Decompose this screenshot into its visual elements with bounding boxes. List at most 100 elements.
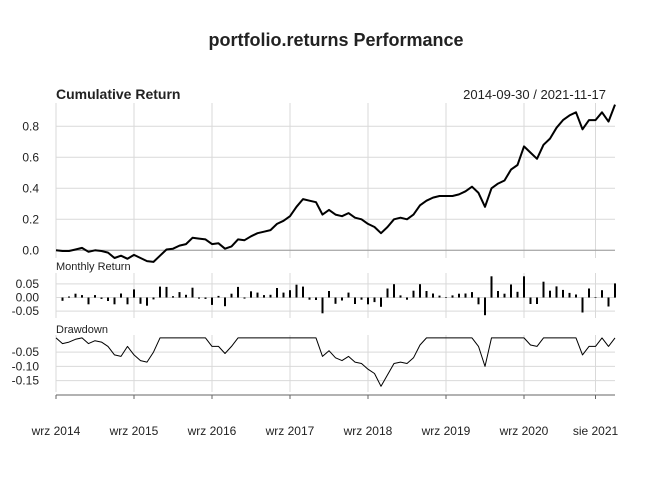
monthly-return-bar	[198, 297, 200, 299]
monthly-return-bar	[380, 297, 382, 307]
monthly-return-bar	[484, 297, 486, 316]
monthly-return-bar	[542, 281, 545, 298]
monthly-return-bar	[289, 290, 291, 298]
monthly-return-bar	[178, 292, 181, 298]
monthly-return-bar	[614, 283, 616, 298]
monthly-return-bar	[87, 297, 90, 305]
x-tick-label: sie 2021	[573, 424, 619, 438]
monthly-return-bar	[81, 295, 83, 298]
x-tick-label: wrz 2017	[265, 424, 315, 438]
monthly-return-bar	[601, 290, 603, 298]
monthly-return-bar	[581, 297, 584, 313]
monthly-return-bar	[61, 297, 64, 301]
grid-layer	[55, 103, 615, 392]
x-axis: wrz 2014 wrz 2015 wrz 2016 wrz 2017 wrz 2018…	[31, 394, 619, 438]
monthly-return-bar	[607, 297, 610, 307]
monthly-return-bar	[562, 289, 564, 298]
monthly-return-bar	[315, 297, 317, 300]
y-tick-label: -0.15	[12, 374, 40, 388]
monthly-return-bar	[367, 297, 369, 305]
y-tick-label: 0.0	[22, 243, 39, 257]
monthly-return-bar	[412, 290, 415, 298]
monthly-return-bar	[360, 297, 363, 300]
monthly-return-bar	[347, 292, 350, 298]
chart-title: portfolio.returns Performance	[208, 30, 463, 50]
monthly-return-bar	[256, 292, 259, 298]
panel-title-cumulative-return: Cumulative Return	[56, 86, 180, 102]
panel-title-monthly-return: Monthly Return	[56, 261, 131, 273]
monthly-return-bar	[68, 296, 70, 298]
monthly-return-bar	[425, 291, 428, 298]
x-tick-label: wrz 2018	[343, 424, 393, 438]
panel-title-drawdown: Drawdown	[56, 324, 108, 336]
monthly-return-bar	[458, 293, 460, 298]
monthly-return-bar	[328, 291, 330, 298]
monthly-return-bar	[120, 293, 122, 298]
monthly-return-bar	[529, 297, 532, 304]
monthly-return-bar	[438, 295, 441, 298]
monthly-return-bar	[516, 291, 519, 298]
monthly-return-bar	[113, 297, 116, 305]
monthly-return-bar	[588, 288, 590, 298]
monthly-return-bar	[471, 292, 473, 298]
y-tick-label: 0.2	[22, 212, 39, 226]
monthly-return-bar	[211, 297, 213, 305]
monthly-return-bar	[172, 296, 174, 298]
y-tick-label: 0.00	[16, 291, 40, 305]
x-tick-label: wrz 2020	[499, 424, 549, 438]
monthly-return-bar	[230, 293, 233, 298]
monthly-return-bar	[139, 297, 142, 304]
monthly-return-bar	[451, 295, 454, 298]
monthly-return-bar	[100, 297, 103, 299]
monthly-return-bar	[536, 297, 538, 304]
monthly-return-bar	[523, 276, 525, 298]
monthly-return-bar	[594, 297, 597, 298]
monthly-return-bar	[133, 289, 135, 298]
monthly-return-bar	[276, 288, 278, 298]
monthly-return-bar	[204, 297, 207, 299]
monthly-return-bar	[295, 284, 298, 298]
y-tick-labels: 0.00.20.40.60.80.050.00-0.05-0.05-0.10-0…	[12, 119, 40, 387]
monthly-return-bar	[321, 297, 324, 314]
drawdown-line	[55, 337, 616, 387]
monthly-return-bar	[263, 295, 265, 298]
monthly-return-bar	[510, 284, 512, 298]
monthly-return-bar	[282, 292, 285, 298]
monthly-return-bar	[555, 286, 558, 298]
monthly-return-bar	[224, 297, 226, 307]
monthly-return-bar	[445, 297, 447, 298]
monthly-return-bar	[549, 290, 551, 298]
monthly-return-bar	[237, 286, 239, 298]
x-tick-label: wrz 2014	[31, 424, 81, 438]
series-layer	[55, 104, 616, 387]
date-range-label: 2014-09-30 / 2021-11-17	[463, 87, 606, 102]
monthly-return-bar	[191, 287, 194, 298]
cumulative-return-line	[55, 104, 616, 263]
monthly-return-bar	[393, 284, 395, 298]
monthly-return-bar	[250, 291, 252, 298]
monthly-return-bar	[94, 295, 96, 298]
x-tick-label: wrz 2015	[109, 424, 159, 438]
monthly-return-bar	[568, 292, 571, 298]
monthly-return-bar	[243, 297, 246, 299]
monthly-return-bar	[165, 286, 168, 298]
monthly-return-bar	[185, 294, 187, 298]
monthly-return-bar	[419, 284, 421, 298]
monthly-return-bar	[217, 295, 220, 298]
monthly-return-bar	[334, 297, 337, 304]
monthly-return-bar	[269, 294, 272, 298]
monthly-return-bar	[308, 297, 311, 300]
monthly-return-bar	[354, 297, 356, 304]
monthly-return-bar	[477, 297, 480, 305]
monthly-return-bar	[74, 293, 77, 298]
y-tick-label: 0.8	[22, 119, 39, 133]
monthly-return-bar	[497, 291, 499, 298]
monthly-return-bar	[490, 276, 493, 298]
y-tick-label: -0.05	[12, 345, 40, 359]
monthly-return-bar	[107, 297, 109, 301]
x-tick-label: wrz 2016	[187, 424, 237, 438]
monthly-return-bar	[432, 293, 434, 298]
monthly-return-bar	[386, 288, 389, 298]
